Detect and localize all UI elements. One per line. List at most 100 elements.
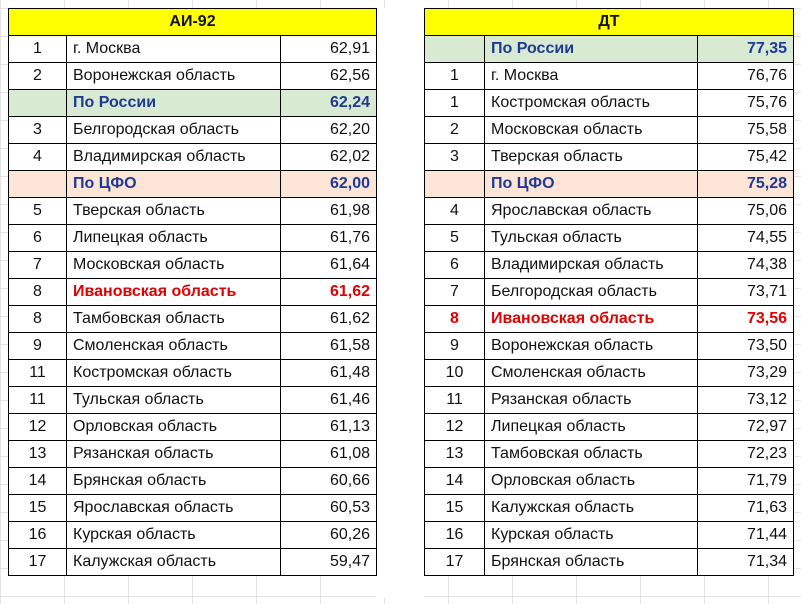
table-row: 1 г. Москва 62,91 <box>8 35 378 63</box>
table-row: 14 Брянская область 60,66 <box>8 467 378 495</box>
region-name-cell: Тверская область <box>484 143 698 171</box>
rank-cell: 7 <box>8 251 67 279</box>
price-value-cell: 72,23 <box>697 440 794 468</box>
price-value-cell: 61,62 <box>279 305 378 333</box>
region-name-cell: Тамбовская область <box>66 305 281 333</box>
table-row: 15 Ярославская область 60,53 <box>8 494 378 522</box>
rank-cell: 11 <box>424 386 485 414</box>
price-value-cell: 59,47 <box>279 548 378 576</box>
summary-row-cfo: По ЦФО 75,28 <box>424 170 794 198</box>
rank-cell: 11 <box>8 386 67 414</box>
rank-cell: 9 <box>424 332 485 360</box>
region-name-cell: Липецкая область <box>484 413 698 441</box>
rank-cell: 11 <box>8 359 67 387</box>
table-row: 13 Рязанская область 61,08 <box>8 440 378 468</box>
region-name-cell: По России <box>66 89 281 117</box>
price-value-cell: 61,58 <box>279 332 378 360</box>
price-value-cell: 61,13 <box>279 413 378 441</box>
rank-cell: 9 <box>8 332 67 360</box>
table-row: 6 Липецкая область 61,76 <box>8 224 378 252</box>
rank-cell: 10 <box>424 359 485 387</box>
rank-cell: 6 <box>424 251 485 279</box>
table-row: 17 Брянская область 71,34 <box>424 548 794 576</box>
rank-cell: 2 <box>8 62 67 90</box>
rank-cell: 15 <box>8 494 67 522</box>
summary-row-cfo: По ЦФО 62,00 <box>8 170 378 198</box>
price-value-cell: 73,29 <box>697 359 794 387</box>
table-row: 16 Курская область 71,44 <box>424 521 794 549</box>
price-value-cell: 77,35 <box>697 35 794 63</box>
region-name-cell: По России <box>484 35 698 63</box>
rank-cell: 12 <box>8 413 67 441</box>
price-value-cell: 62,20 <box>279 116 378 144</box>
price-value-cell: 62,24 <box>279 89 378 117</box>
price-value-cell: 75,58 <box>697 116 794 144</box>
rank-cell: 3 <box>8 116 67 144</box>
table-ai92: АИ-92 1 г. Москва 62,91 2 Воронежская област… <box>7 8 378 576</box>
rank-cell: 15 <box>424 494 485 522</box>
table-row: 11 Тульская область 61,46 <box>8 386 378 414</box>
price-value-cell: 60,53 <box>279 494 378 522</box>
region-name-cell: Тульская область <box>66 386 281 414</box>
rank-cell: 5 <box>8 197 67 225</box>
region-name-cell: Смоленская область <box>484 359 698 387</box>
rank-cell: 16 <box>8 521 67 549</box>
rank-cell: 1 <box>8 35 67 63</box>
region-name-cell: По ЦФО <box>66 170 281 198</box>
table-title-ai92: АИ-92 <box>7 8 378 36</box>
region-name-cell: Калужская область <box>484 494 698 522</box>
price-value-cell: 61,48 <box>279 359 378 387</box>
summary-row-russia: По России 77,35 <box>424 35 794 63</box>
region-name-cell: Брянская область <box>484 548 698 576</box>
table-row: 15 Калужская область 71,63 <box>424 494 794 522</box>
rank-cell: 8 <box>8 278 67 306</box>
rank-cell: 5 <box>424 224 485 252</box>
price-value-cell: 72,97 <box>697 413 794 441</box>
region-name-cell: Орловская область <box>484 467 698 495</box>
table-row: 6 Владимирская область 74,38 <box>424 251 794 279</box>
price-value-cell: 71,34 <box>697 548 794 576</box>
region-name-cell: Тверская область <box>66 197 281 225</box>
table-row: 2 Московская область 75,58 <box>424 116 794 144</box>
rank-cell: 14 <box>424 467 485 495</box>
region-name-cell: Костромская область <box>66 359 281 387</box>
table-row: 9 Воронежская область 73,50 <box>424 332 794 360</box>
region-name-cell: Ивановская область <box>66 278 281 306</box>
region-name-cell: Орловская область <box>66 413 281 441</box>
rank-cell: 12 <box>424 413 485 441</box>
price-value-cell: 61,08 <box>279 440 378 468</box>
rank-cell: 4 <box>8 143 67 171</box>
table-row: 2 Воронежская область 62,56 <box>8 62 378 90</box>
price-value-cell: 71,79 <box>697 467 794 495</box>
region-name-cell: Рязанская область <box>66 440 281 468</box>
table-row: 1 г. Москва 76,76 <box>424 62 794 90</box>
rank-cell: 14 <box>8 467 67 495</box>
rank-cell: 17 <box>424 548 485 576</box>
region-name-cell: Белгородская область <box>66 116 281 144</box>
price-value-cell: 60,66 <box>279 467 378 495</box>
region-name-cell: Курская область <box>66 521 281 549</box>
region-name-cell: Ивановская область <box>484 305 698 333</box>
table-row: 8 Ивановская область 73,56 <box>424 305 794 333</box>
price-value-cell: 60,26 <box>279 521 378 549</box>
table-row: 8 Тамбовская область 61,62 <box>8 305 378 333</box>
price-value-cell: 74,38 <box>697 251 794 279</box>
table-title-dt: ДТ <box>424 8 794 36</box>
table-header-row: ДТ <box>424 8 794 36</box>
region-name-cell: Тамбовская область <box>484 440 698 468</box>
price-value-cell: 73,71 <box>697 278 794 306</box>
price-value-cell: 71,44 <box>697 521 794 549</box>
region-name-cell: г. Москва <box>484 62 698 90</box>
price-value-cell: 62,91 <box>279 35 378 63</box>
table-row: 4 Владимирская область 62,02 <box>8 143 378 171</box>
table-dt: ДТ По России 77,35 1 г. Москва 76,76 1 Костром… <box>424 8 794 576</box>
table-row: 8 Ивановская область 61,62 <box>8 278 378 306</box>
table-row: 1 Костромская область 75,76 <box>424 89 794 117</box>
rank-cell: 17 <box>8 548 67 576</box>
price-value-cell: 71,63 <box>697 494 794 522</box>
region-name-cell: Калужская область <box>66 548 281 576</box>
rank-cell: 8 <box>8 305 67 333</box>
price-value-cell: 76,76 <box>697 62 794 90</box>
region-name-cell: Липецкая область <box>66 224 281 252</box>
table-row: 11 Костромская область 61,48 <box>8 359 378 387</box>
